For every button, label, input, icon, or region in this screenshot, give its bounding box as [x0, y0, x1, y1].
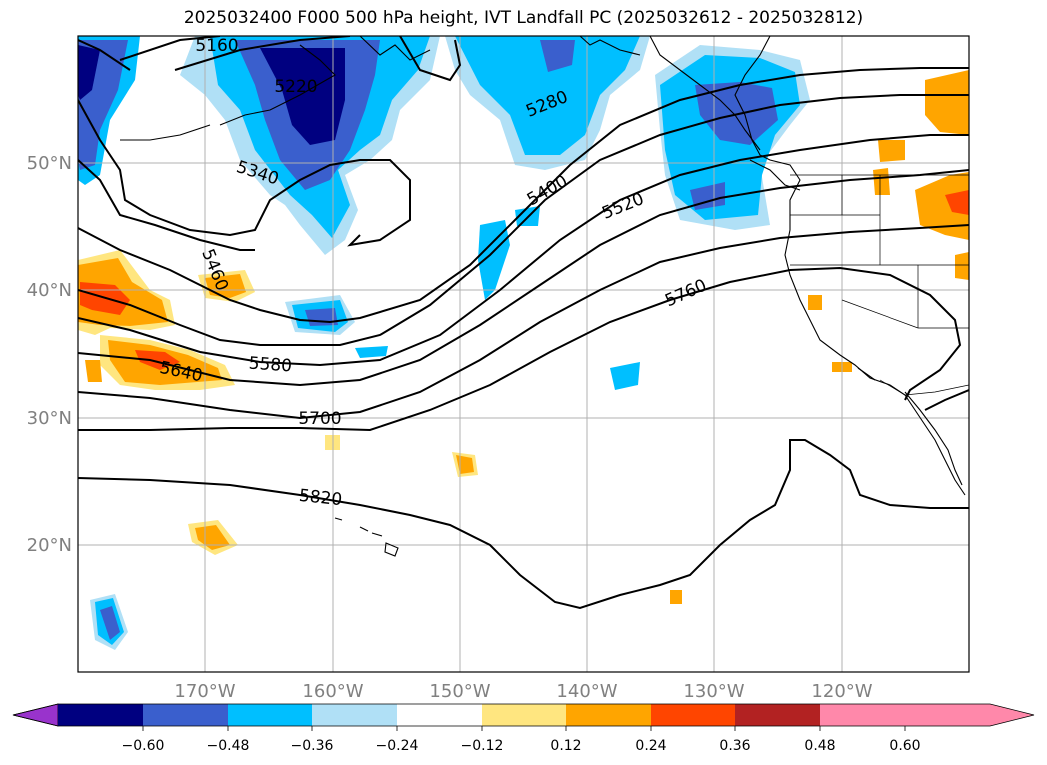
colorbar-tick-label: 0.48 [804, 738, 835, 754]
colorbar: −0.60 −0.48 −0.36 −0.24 −0.12 0.12 0.24 … [12, 703, 1035, 754]
lat-label-40n: 40°N [27, 280, 72, 301]
colorbar-tick-label: 0.60 [889, 738, 920, 754]
colorbar-extend-high [905, 704, 1034, 726]
colorbar-outline [12, 703, 1035, 727]
negative-region-gulf-alaska [180, 36, 440, 255]
colorbar-tick-label: 0.36 [719, 738, 750, 754]
lon-label-140w: 140°W [556, 681, 617, 702]
height-contours [78, 36, 969, 610]
colorbar-tick-label: 0.24 [635, 738, 666, 754]
lon-label-160w: 160°W [302, 681, 363, 702]
contour-label: 5220 [274, 77, 317, 97]
lon-label-150w: 150°W [429, 681, 490, 702]
positive-region-east [808, 70, 969, 372]
colorbar-tick-label: −0.60 [122, 738, 165, 754]
contour-label: 5700 [298, 409, 341, 429]
colorbar-bin [397, 704, 482, 726]
colorbar-bin [143, 704, 228, 726]
colorbar-extend-low [12, 703, 59, 727]
lon-label-120w: 120°W [811, 681, 872, 702]
colorbar-bin [566, 704, 651, 726]
colorbar-bin [820, 704, 905, 726]
gridlines [78, 36, 969, 672]
map-title: 2025032400 F000 500 hPa height, IVT Land… [183, 8, 864, 28]
coastlines [120, 36, 966, 557]
plot-frame [77, 35, 970, 673]
negative-region-northwest [78, 36, 140, 185]
colorbar-tick-label: −0.24 [376, 738, 419, 754]
lon-label-130w: 130°W [683, 681, 744, 702]
latitude-labels: 50°N 40°N 30°N 20°N [27, 153, 72, 556]
lat-label-20n: 20°N [27, 535, 72, 556]
colorbar-tick-label: −0.48 [207, 738, 250, 754]
colorbar-tick-label: −0.12 [461, 738, 504, 754]
colorbar-tick-label: −0.36 [291, 738, 334, 754]
colorbar-bin [58, 704, 143, 726]
colorbar-tick-label: 0.12 [550, 738, 581, 754]
colorbar-tick-marks [142, 726, 906, 731]
colorbar-bin [651, 704, 735, 726]
lat-label-30n: 30°N [27, 408, 72, 429]
lat-label-50n: 50°N [27, 153, 72, 174]
contour-label: 5580 [248, 354, 293, 377]
negative-region-gulf-east [445, 36, 650, 170]
colorbar-bin [482, 704, 566, 726]
colorbar-bin [735, 704, 820, 726]
contour-label: 5160 [195, 36, 238, 56]
contour-label: 5820 [298, 486, 343, 510]
colorbar-bin [228, 704, 312, 726]
longitude-labels: 170°W 160°W 150°W 140°W 130°W 120°W [174, 681, 872, 702]
colorbar-bin [312, 704, 397, 726]
lon-label-170w: 170°W [174, 681, 235, 702]
political-borders [790, 174, 969, 396]
shaded-fields [78, 36, 969, 672]
